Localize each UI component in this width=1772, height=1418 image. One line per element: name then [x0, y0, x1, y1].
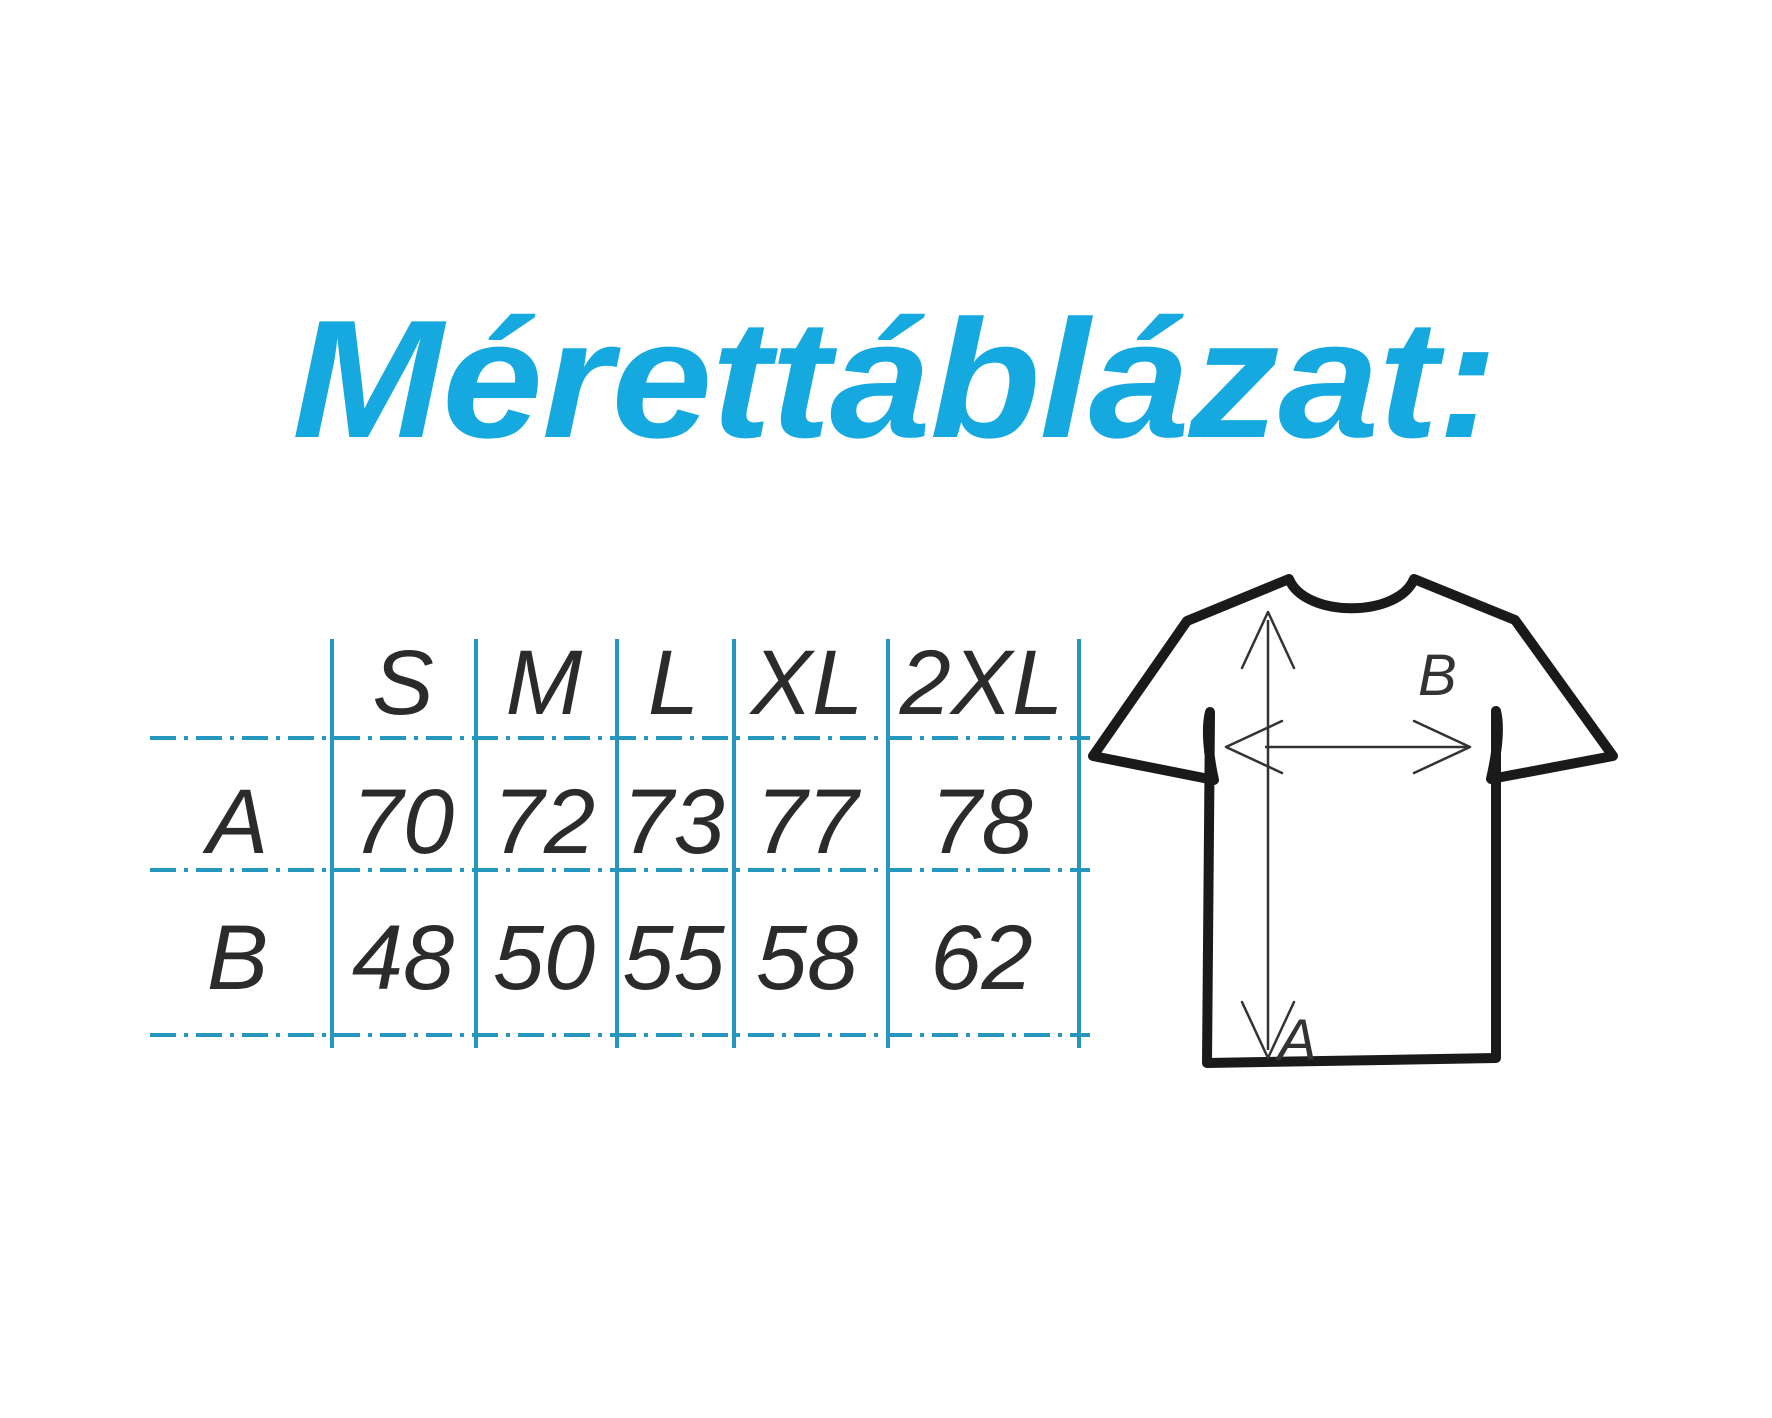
svg-text:A: A	[1275, 1008, 1317, 1073]
svg-text:B: B	[1418, 643, 1457, 708]
